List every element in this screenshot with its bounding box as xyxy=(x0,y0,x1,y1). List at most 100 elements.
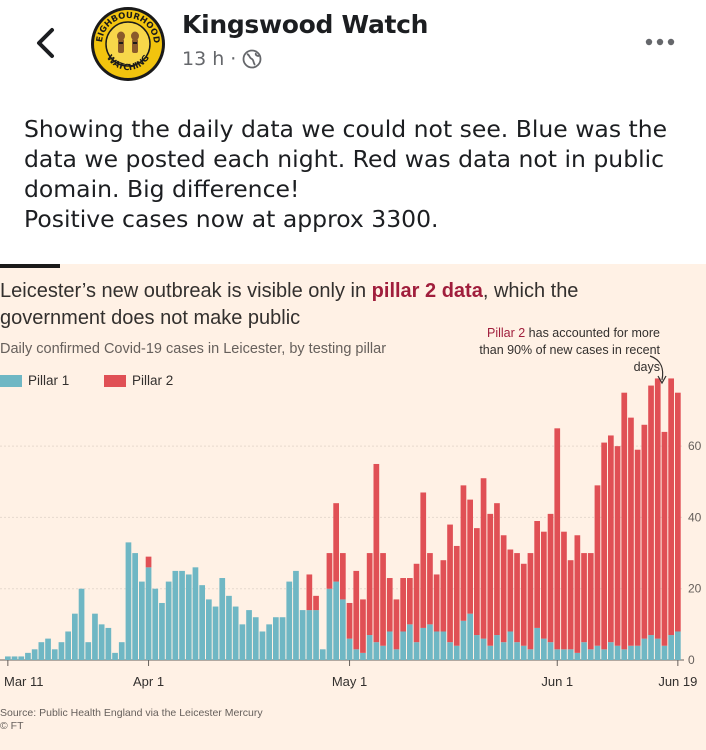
bar-pillar2 xyxy=(520,563,527,646)
bar-pillar1 xyxy=(407,624,413,660)
bar-pillar2 xyxy=(614,446,621,646)
bar-pillar2 xyxy=(534,521,540,628)
bar-pillar2 xyxy=(467,499,473,614)
chart-title-part: , which the government does not make pub… xyxy=(0,280,579,329)
bar-pillar2 xyxy=(628,417,634,646)
chart-image[interactable]: Leicester’s new outbreak is visible only… xyxy=(0,264,706,750)
bar-pillar2 xyxy=(654,378,661,639)
bar-pillar1 xyxy=(527,649,534,660)
bar-pillar1 xyxy=(145,567,152,660)
post-timestamp[interactable]: 13 h xyxy=(182,48,225,70)
chart-subtitle: Daily confirmed Covid-19 cases in Leices… xyxy=(0,341,387,357)
bar-pillar1 xyxy=(467,613,473,660)
bar-pillar1 xyxy=(212,606,219,660)
bar-pillar2 xyxy=(420,492,427,628)
bar-pillar1 xyxy=(366,635,373,660)
bar-pillar1 xyxy=(500,642,507,660)
annotation-highlight: Pillar 2 xyxy=(486,326,526,340)
bar-pillar1 xyxy=(460,620,467,660)
bar-pillar1 xyxy=(152,588,159,660)
bar-pillar2 xyxy=(474,528,480,636)
meerkat-figures xyxy=(117,31,139,53)
bar-pillar1 xyxy=(118,642,125,660)
annotation-text: has accounted for more than 90% of new c… xyxy=(479,326,660,374)
y-tick-label: 20 xyxy=(688,582,702,596)
bar-pillar1 xyxy=(78,588,85,660)
bar-pillar1 xyxy=(51,649,58,660)
bar-pillar1 xyxy=(65,631,71,660)
bar-pillar1 xyxy=(641,638,648,660)
post-text-line: Positive cases now at approx 3300. xyxy=(24,205,439,233)
bar-pillar2 xyxy=(527,553,534,650)
bar-pillar1 xyxy=(31,649,38,660)
page-name-link[interactable]: Kingswood Watch xyxy=(182,10,429,39)
bar-pillar1 xyxy=(226,595,232,660)
bar-pillar2 xyxy=(373,463,380,643)
bar-pillar2 xyxy=(447,524,453,643)
more-options-icon[interactable] xyxy=(640,32,680,52)
x-tick-label: Jun 1 xyxy=(541,674,573,689)
bar-pillar1 xyxy=(25,652,31,660)
legend-swatch-pillar1 xyxy=(0,375,22,388)
chart-title-part: Leicester’s new outbreak is visible only… xyxy=(0,280,372,302)
bar-pillar1 xyxy=(85,642,92,660)
bar-pillar1 xyxy=(654,638,661,660)
bar-pillar1 xyxy=(259,631,266,660)
bar-pillar2 xyxy=(594,485,601,646)
bar-pillar2 xyxy=(574,535,581,653)
bar-pillar1 xyxy=(567,649,574,660)
bar-pillar2 xyxy=(440,560,447,632)
bar-pillar1 xyxy=(92,613,98,660)
bar-pillar1 xyxy=(400,631,406,660)
bar-pillar1 xyxy=(72,613,78,660)
x-tick-label: Mar 11 xyxy=(4,674,44,689)
bar-pillar2 xyxy=(494,503,500,636)
bar-pillar1 xyxy=(246,610,252,660)
meta-separator: · xyxy=(230,48,237,70)
bar-pillar1 xyxy=(333,581,339,660)
bar-pillar2 xyxy=(641,424,648,639)
bar-pillar1 xyxy=(413,642,420,660)
avatar[interactable]: NEIGHBOURHOODS WATCHING xyxy=(90,6,166,82)
bar-pillar1 xyxy=(353,649,360,660)
bar-pillar2 xyxy=(514,553,520,643)
bar-pillar1 xyxy=(319,649,326,660)
bar-pillar1 xyxy=(494,635,500,660)
chart-annotation: Pillar 2 has accounted for more than 90%… xyxy=(470,325,660,376)
x-tick-label: Apr 1 xyxy=(133,674,164,689)
bar-pillar1 xyxy=(433,631,440,660)
bar-pillar2 xyxy=(668,378,674,636)
source-text: Source: Public Health England via the Le… xyxy=(0,707,263,719)
bar-pillar1 xyxy=(393,649,400,660)
bar-pillar2 xyxy=(587,553,594,650)
bar-pillar2 xyxy=(601,442,607,650)
legend-label-pillar2: Pillar 2 xyxy=(132,373,174,388)
post-text-line: data we posted each night. Red was data … xyxy=(24,145,665,173)
bar-pillar1 xyxy=(38,642,45,660)
bar-pillar1 xyxy=(601,649,607,660)
bar-pillar1 xyxy=(541,638,547,660)
x-tick-label: Jun 19 xyxy=(658,674,697,689)
bar-pillar1 xyxy=(18,656,25,660)
bar-pillar1 xyxy=(514,642,520,660)
bar-pillar2 xyxy=(480,478,487,639)
chart-title: Leicester’s new outbreak is visible only… xyxy=(0,278,640,332)
chart-title-highlight: pillar 2 data xyxy=(371,280,483,302)
bar-pillar2 xyxy=(541,531,547,639)
back-arrow-icon[interactable] xyxy=(30,26,64,60)
bar-pillar1 xyxy=(621,649,628,660)
bar-pillar2 xyxy=(427,553,433,625)
bar-pillar1 xyxy=(179,570,185,660)
post-text: Showing the daily data we could not see.… xyxy=(24,114,694,234)
annotation-arrow xyxy=(649,355,664,381)
post-text-line: domain. Big difference! xyxy=(24,175,300,203)
bar-pillar2 xyxy=(433,574,440,632)
bar-pillar1 xyxy=(474,635,480,660)
bar-pillar1 xyxy=(185,574,192,660)
bar-pillar2 xyxy=(413,563,420,643)
legend-item-pillar2: Pillar 2 xyxy=(104,373,173,388)
bar-pillar1 xyxy=(360,652,366,660)
bar-pillar1 xyxy=(634,645,641,660)
x-tick-label: May 1 xyxy=(332,674,367,689)
bar-pillar1 xyxy=(520,645,527,660)
